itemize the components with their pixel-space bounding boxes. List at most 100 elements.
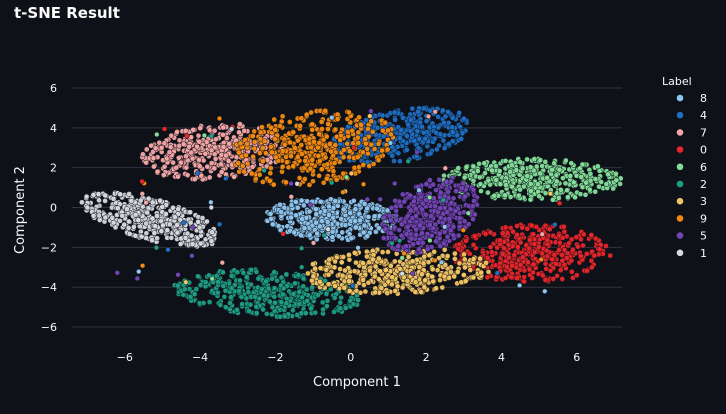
point-6: [201, 132, 208, 139]
point-2: [247, 301, 254, 308]
point-6: [595, 163, 601, 170]
point-8: [288, 214, 295, 221]
point-8: [312, 206, 319, 213]
point-9: [270, 181, 277, 188]
point-0: [539, 272, 546, 279]
point-9: [328, 148, 335, 155]
point-3: [332, 258, 338, 265]
point-3: [452, 250, 458, 257]
point-0: [471, 233, 478, 239]
point-4: [442, 113, 449, 120]
point-8: [357, 217, 363, 224]
point-0: [542, 277, 549, 283]
point-0: [588, 264, 595, 271]
point-6: [573, 172, 580, 179]
point-0: [596, 246, 603, 253]
point-3: [377, 268, 383, 275]
point-3: [351, 249, 358, 256]
point-1: [168, 234, 175, 241]
point-2: [228, 285, 235, 292]
point-9: [334, 116, 341, 122]
point-7: [224, 135, 230, 142]
point-3: [470, 274, 477, 281]
point-8: [306, 208, 313, 215]
point-1: [96, 197, 102, 204]
point-8: [292, 199, 299, 205]
point-0: [519, 254, 526, 261]
point-8: [281, 204, 288, 211]
point-1: [208, 238, 215, 244]
point-4: [449, 129, 456, 136]
point-7: [195, 132, 202, 139]
point-6: [605, 171, 611, 178]
point-5: [368, 108, 374, 114]
point-4: [379, 112, 386, 119]
point-8: [208, 199, 214, 205]
scatter-points: [79, 104, 624, 320]
point-0: [549, 256, 556, 263]
legend-swatch-8: [676, 94, 684, 102]
point-9: [333, 176, 340, 183]
legend-label-0: 0: [700, 144, 707, 157]
point-9: [332, 126, 339, 133]
point-1: [132, 232, 139, 239]
point-8: [347, 210, 354, 216]
point-7: [175, 155, 182, 161]
point-4: [408, 116, 414, 123]
y-tick-label: 2: [50, 162, 57, 175]
point-1: [209, 229, 215, 236]
point-2: [296, 301, 303, 307]
point-2: [261, 167, 267, 174]
point-3: [341, 284, 348, 291]
point-0: [553, 261, 559, 267]
point-6: [562, 157, 569, 164]
series-2-points: [171, 266, 361, 320]
point-3: [363, 248, 370, 255]
point-0: [511, 252, 518, 258]
legend: Label 8 4 7 0 6 2 3 9 5 1: [662, 75, 707, 260]
point-2: [405, 158, 411, 164]
point-9: [318, 119, 325, 125]
point-8: [338, 216, 344, 222]
point-6: [553, 178, 560, 185]
point-4: [441, 145, 448, 152]
point-8: [442, 224, 448, 230]
point-4: [411, 137, 417, 144]
point-2: [265, 285, 272, 292]
point-6: [524, 173, 531, 179]
point-7: [170, 159, 176, 166]
point-5: [453, 188, 459, 195]
point-1: [154, 235, 160, 242]
point-7: [166, 149, 173, 156]
point-1: [399, 271, 405, 277]
point-6: [427, 237, 433, 244]
point-9: [296, 175, 303, 181]
point-8: [136, 268, 142, 275]
point-4: [435, 114, 442, 120]
point-9: [384, 146, 391, 153]
point-2: [195, 273, 201, 280]
point-3: [389, 281, 395, 288]
point-3: [447, 269, 454, 275]
series-8-points: [263, 196, 402, 243]
point-2: [292, 280, 298, 287]
point-6: [497, 181, 504, 188]
point-3: [325, 281, 332, 288]
y-tick-label: −6: [41, 321, 57, 334]
point-9: [302, 157, 309, 164]
point-6: [513, 167, 520, 173]
point-9: [316, 139, 323, 146]
point-0: [547, 268, 554, 274]
point-5: [419, 206, 425, 213]
point-7: [160, 172, 167, 178]
point-8: [335, 233, 342, 240]
point-3: [375, 276, 382, 282]
point-8: [339, 229, 346, 236]
point-2: [278, 299, 285, 305]
point-0: [546, 226, 553, 233]
point-6: [485, 177, 492, 184]
point-2: [234, 306, 240, 313]
point-0: [573, 272, 580, 279]
point-3: [485, 269, 492, 275]
point-6: [493, 177, 500, 183]
